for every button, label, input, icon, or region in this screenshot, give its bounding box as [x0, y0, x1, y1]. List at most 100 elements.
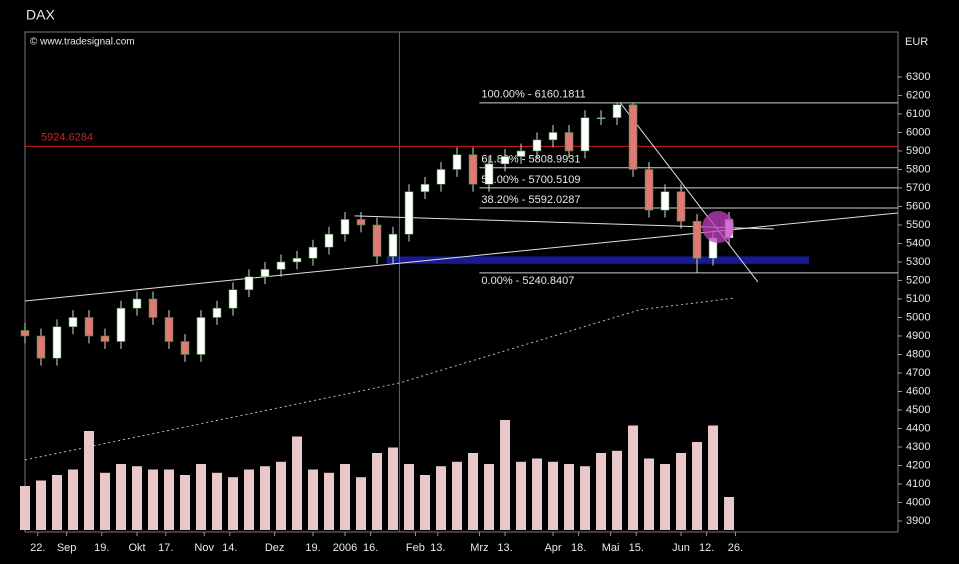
- y-tick-label: 4900: [906, 330, 930, 342]
- x-tick-label: Nov: [194, 542, 214, 554]
- volume-bar: [724, 497, 735, 530]
- x-tick-label: 16.: [363, 542, 378, 554]
- candle-body: [180, 341, 190, 355]
- volume-bar: [372, 453, 383, 530]
- x-tick-label: 13.: [430, 542, 445, 554]
- volume-bar: [500, 420, 511, 530]
- y-tick-label: 6300: [906, 71, 930, 83]
- volume-bar: [276, 461, 287, 530]
- x-tick-label: Jun: [672, 542, 690, 554]
- volume-bar: [676, 453, 687, 530]
- y-tick-label: 4800: [906, 348, 930, 360]
- candle-body: [148, 298, 158, 318]
- volume-bar: [420, 475, 431, 530]
- highlight: [702, 211, 735, 244]
- y-tick-label: 5100: [906, 293, 930, 305]
- y-tick-label: 5000: [906, 311, 930, 323]
- candle-body: [500, 156, 510, 165]
- volume-bar: [132, 466, 143, 530]
- y-unit: EUR: [905, 36, 928, 48]
- volume-bar: [708, 425, 719, 530]
- fib-label: 61.80% - 5808.9931: [481, 154, 580, 166]
- y-tick-label: 4200: [906, 459, 930, 471]
- fib-label: 0.00% - 5240.8407: [481, 275, 574, 287]
- volume-bar: [292, 436, 303, 530]
- volume-bar: [116, 464, 127, 530]
- candle-body: [100, 335, 110, 342]
- plot-frame: [24, 31, 899, 533]
- y-tick-label: 4700: [906, 367, 930, 379]
- y-tick-label: 5200: [906, 274, 930, 286]
- volume-bar: [516, 461, 527, 530]
- y-tick-label: 5600: [906, 200, 930, 212]
- x-tick-label: Mai: [602, 542, 620, 554]
- y-tick-label: 4000: [906, 496, 930, 508]
- candle-body: [452, 154, 462, 170]
- volume-bar: [324, 472, 335, 530]
- candle-body: [276, 261, 286, 270]
- candle-body: [564, 132, 574, 152]
- y-tick-label: 5800: [906, 163, 930, 175]
- x-tick-label: 18.: [571, 542, 586, 554]
- candle-body: [612, 104, 622, 118]
- volume-bar: [532, 458, 543, 530]
- level-label: 5924.6284: [41, 131, 93, 143]
- volume-bar: [644, 458, 655, 530]
- candle-body: [372, 224, 382, 257]
- x-tick-label: 12.: [699, 542, 714, 554]
- volume-bar: [612, 450, 623, 530]
- x-tick-label: 17.: [158, 542, 173, 554]
- candle-body: [628, 104, 638, 170]
- x-tick-label: Dez: [265, 542, 285, 554]
- x-tick-label: 26.: [728, 542, 743, 554]
- candle-body: [404, 191, 414, 235]
- candle-body: [52, 326, 62, 359]
- y-tick-label: 4300: [906, 441, 930, 453]
- candle-body: [68, 317, 78, 328]
- volume-bar: [212, 472, 223, 530]
- volume-bar: [692, 442, 703, 530]
- volume-bar: [68, 469, 79, 530]
- y-tick-label: 5500: [906, 219, 930, 231]
- volume-bar: [484, 464, 495, 530]
- candle-body: [340, 219, 350, 235]
- candle-body: [228, 289, 238, 309]
- x-tick-label: 19.: [94, 542, 109, 554]
- candle-body: [36, 335, 46, 359]
- y-tick-label: 3900: [906, 515, 930, 527]
- volume-bar: [580, 466, 591, 530]
- y-tick-label: 4500: [906, 404, 930, 416]
- y-tick-label: 5300: [906, 256, 930, 268]
- volume-bar: [20, 486, 30, 530]
- volume-bar: [548, 461, 559, 530]
- y-tick-label: 6100: [906, 108, 930, 120]
- y-tick-label: 4400: [906, 422, 930, 434]
- y-tick-label: 5900: [906, 145, 930, 157]
- candle-body: [436, 169, 446, 185]
- candle-body: [420, 183, 430, 192]
- moving-average: [24, 297, 736, 461]
- volume-bar: [356, 477, 367, 530]
- candle-body: [244, 276, 254, 291]
- volume-bar: [452, 461, 463, 530]
- volume-bar: [340, 464, 351, 530]
- candle-body: [580, 117, 590, 152]
- candle-body: [212, 307, 222, 318]
- candle-body: [116, 307, 126, 342]
- x-tick-label: Sep: [57, 542, 77, 554]
- volume-bar: [308, 469, 319, 530]
- x-tick-label: Mrz: [470, 542, 488, 554]
- volume-bar: [260, 466, 271, 530]
- y-tick-label: 6000: [906, 126, 930, 138]
- volume-bar: [228, 477, 239, 530]
- volume-bar: [164, 469, 175, 530]
- candle-body: [388, 233, 398, 257]
- x-tick-label: 13.: [497, 542, 512, 554]
- y-tick-label: 6200: [906, 89, 930, 101]
- candle-body: [260, 269, 270, 278]
- volume-bar: [628, 425, 639, 530]
- candle-body: [292, 257, 302, 263]
- source: © www.tradesignal.com: [30, 37, 135, 48]
- candle-body: [84, 317, 94, 337]
